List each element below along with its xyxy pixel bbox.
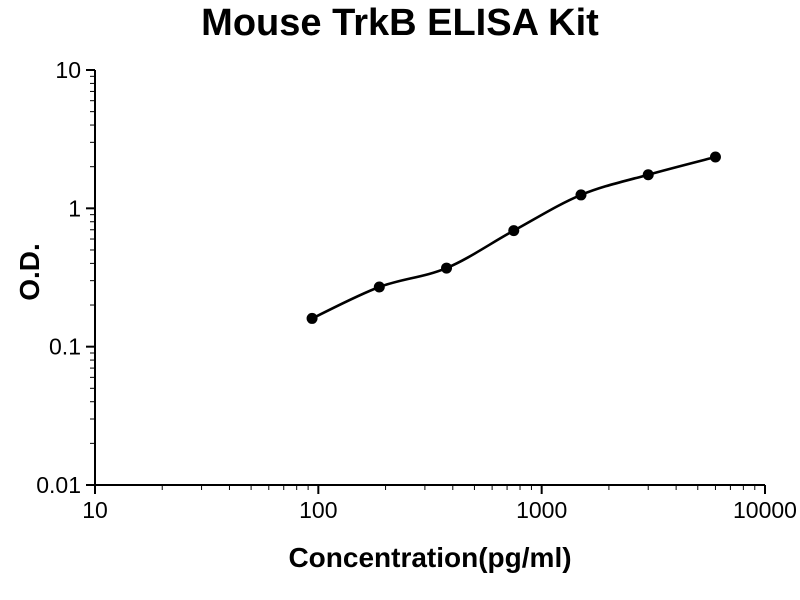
data-point: [642, 169, 654, 181]
y-axis-tick-label: 0.01: [36, 472, 81, 498]
x-axis-tick-label: 100: [299, 497, 337, 523]
y-axis-tick-label: 0.1: [49, 334, 81, 360]
data-point: [575, 189, 587, 201]
x-axis-tick-label: 1000: [516, 497, 567, 523]
x-axis-label: Concentration(pg/ml): [288, 542, 572, 573]
y-axis-tick-label: 1: [68, 195, 81, 221]
data-point: [306, 312, 318, 324]
data-point: [508, 225, 520, 237]
y-axis-tick-label: 10: [55, 57, 81, 83]
data-point: [441, 262, 453, 274]
chart-title: Mouse TrkB ELISA Kit: [201, 2, 599, 44]
standard-curve: [310, 155, 717, 320]
x-axis-tick-label: 10: [82, 497, 108, 523]
data-point: [373, 281, 385, 293]
data-point: [709, 151, 721, 163]
x-axis-tick-label: 10000: [733, 497, 797, 523]
